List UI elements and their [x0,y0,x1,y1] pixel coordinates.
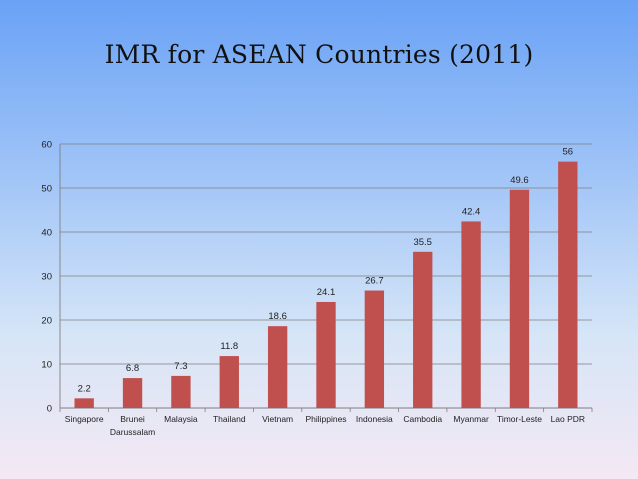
x-tick-label: Malaysia [164,414,198,424]
data-label: 49.6 [510,175,529,186]
data-label: 35.5 [413,237,432,248]
bar [122,378,143,408]
x-tick-label: Vietnam [262,414,293,424]
x-tick-label: Indonesia [356,414,393,424]
y-tick-label: 20 [41,316,52,327]
x-tick-label: Singapore [65,414,104,424]
x-tick-label: Philippines [305,414,346,424]
data-label: 24.1 [317,287,336,298]
y-tick-label: 30 [41,272,52,283]
x-tick-label: Myanmar [453,414,489,424]
data-label: 18.6 [268,311,287,322]
data-label: 11.8 [220,341,238,352]
bar [267,326,288,408]
y-tick-label: 50 [41,184,52,195]
bar [558,161,578,408]
bar [171,375,191,408]
bar [413,251,433,408]
chart-title: IMR for ASEAN Countries (2011) [104,40,534,69]
bar [74,398,94,408]
bar [461,221,481,408]
x-tick-label: Timor-Leste [497,414,542,424]
bar [509,189,530,408]
y-tick-label: 0 [47,404,52,415]
y-tick-label: 10 [41,360,52,371]
data-label: 2.2 [78,383,91,394]
x-tick-label: Brunei Darussalam [110,414,155,437]
y-tick-label: 60 [41,140,52,151]
bar [316,301,336,408]
x-tick-label: Cambodia [403,414,442,424]
data-label: 7.3 [174,361,187,372]
data-label: 6.8 [126,363,139,374]
data-label: 56 [563,147,574,158]
bar [364,290,385,408]
x-tick-label: Lao PDR [551,414,586,424]
data-label: 26.7 [365,276,384,287]
data-label: 42.4 [462,206,481,217]
x-tick-label: Thailand [213,414,246,424]
bar [219,356,239,408]
y-tick-label: 40 [41,228,52,239]
